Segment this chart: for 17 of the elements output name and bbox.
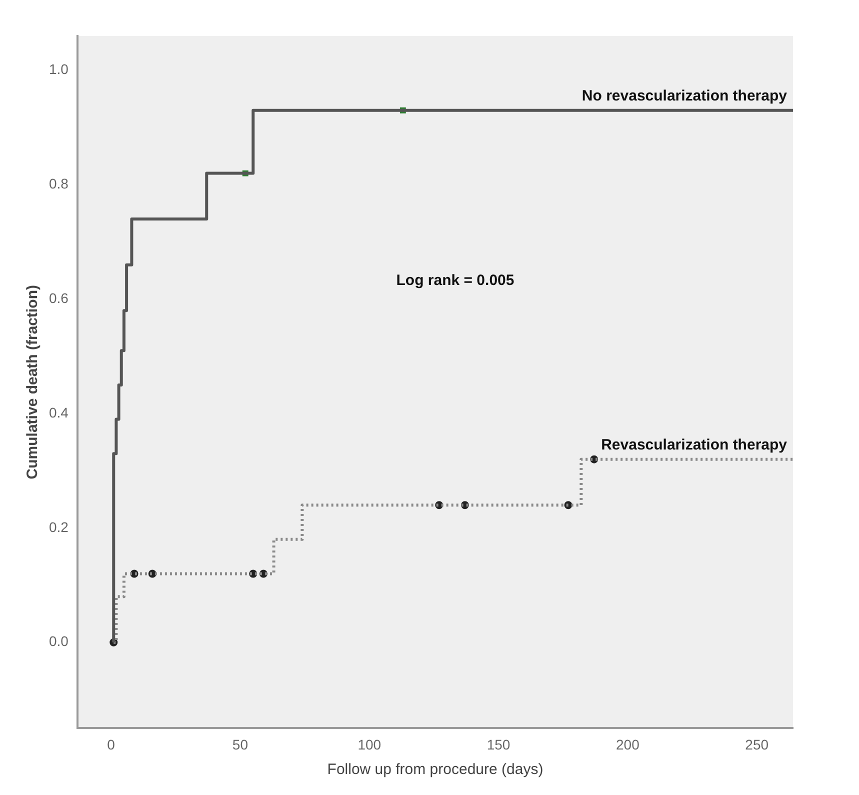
x-tick-label: 200 bbox=[616, 736, 640, 752]
y-tick-label: 0.8 bbox=[48, 176, 69, 192]
y-tick-label: 0.0 bbox=[48, 633, 69, 650]
annotation: Log rank = 0.005 bbox=[396, 272, 514, 290]
series-label: Revascularization therapy bbox=[601, 436, 788, 454]
series-label: No revascularization therapy bbox=[582, 87, 788, 104]
x-tick-label: 100 bbox=[358, 736, 382, 752]
x-tick-label: 150 bbox=[486, 736, 510, 752]
x-tick-label: 50 bbox=[232, 736, 248, 752]
y-tick-label: 1.0 bbox=[48, 61, 69, 78]
x-tick-label: 250 bbox=[745, 736, 769, 752]
x-axis-title: Follow up from procedure (days) bbox=[327, 761, 544, 778]
y-axis-title: Cumulative death (fraction) bbox=[24, 285, 42, 480]
y-tick-label: 0.6 bbox=[48, 290, 69, 306]
x-tick-label: 0 bbox=[107, 736, 116, 752]
y-tick-label: 0.2 bbox=[48, 518, 69, 535]
y-tick-label: 0.4 bbox=[48, 404, 69, 420]
